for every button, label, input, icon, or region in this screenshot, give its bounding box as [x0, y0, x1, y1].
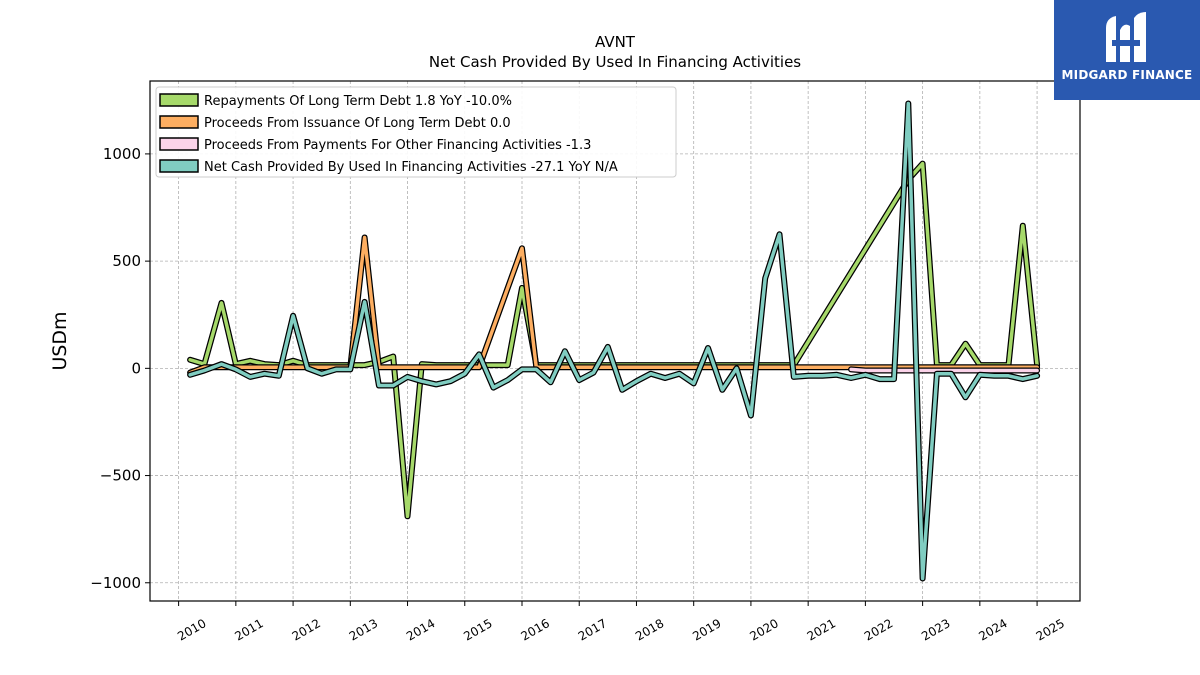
x-tick-label: 2014	[404, 616, 437, 643]
x-tick-label: 2012	[290, 616, 323, 643]
midgard-logo-icon	[1106, 12, 1146, 63]
legend-label: Proceeds From Issuance Of Long Term Debt…	[204, 116, 511, 131]
series-line	[849, 367, 1039, 373]
brand-name: MIDGARD FINANCE	[1061, 68, 1193, 82]
x-tick-label: 2023	[919, 616, 952, 643]
x-tick-label: 2018	[633, 616, 666, 643]
chart-subtitle: Net Cash Provided By Used In Financing A…	[429, 53, 801, 71]
plot-frame	[149, 80, 1081, 602]
x-tick-label: 2020	[747, 616, 780, 643]
x-tick-label: 2010	[175, 616, 208, 643]
y-tick-label: 500	[112, 252, 141, 270]
x-tick-label: 2011	[232, 616, 265, 643]
brand-logo: MIDGARD FINANCE	[1054, 0, 1200, 100]
chart-title: AVNT	[595, 33, 636, 51]
legend-swatch	[159, 137, 199, 151]
legend: Repayments Of Long Term Debt 1.8 YoY -10…	[155, 86, 677, 178]
x-tick-label: 2013	[347, 616, 380, 643]
legend-label: Proceeds From Payments For Other Financi…	[204, 138, 591, 153]
x-tick-label: 2021	[805, 616, 838, 643]
legend-swatch	[159, 115, 199, 129]
legend-swatch	[159, 159, 199, 173]
series-line	[188, 235, 1039, 375]
x-tick-label: 2016	[519, 616, 552, 643]
y-tick-label: −500	[100, 467, 141, 485]
legend-label: Repayments Of Long Term Debt 1.8 YoY -10…	[204, 94, 512, 109]
legend-swatch	[159, 93, 199, 107]
legend-box	[155, 86, 677, 178]
x-tick-label: 2015	[461, 616, 494, 643]
legend-label: Net Cash Provided By Used In Financing A…	[204, 160, 618, 175]
x-tick-label: 2022	[862, 616, 895, 643]
y-tick-label: 1000	[103, 145, 141, 163]
y-axis-label: USDm	[49, 311, 71, 370]
x-tick-label: 2019	[690, 616, 723, 643]
x-tick-label: 2024	[976, 616, 1009, 643]
series-line	[188, 101, 1039, 581]
y-tick-label: −1000	[90, 574, 141, 592]
x-tick-label: 2025	[1034, 616, 1067, 643]
series-lines	[187, 100, 1041, 582]
y-tick-label: 0	[131, 359, 141, 377]
x-tick-label: 2017	[576, 616, 609, 643]
